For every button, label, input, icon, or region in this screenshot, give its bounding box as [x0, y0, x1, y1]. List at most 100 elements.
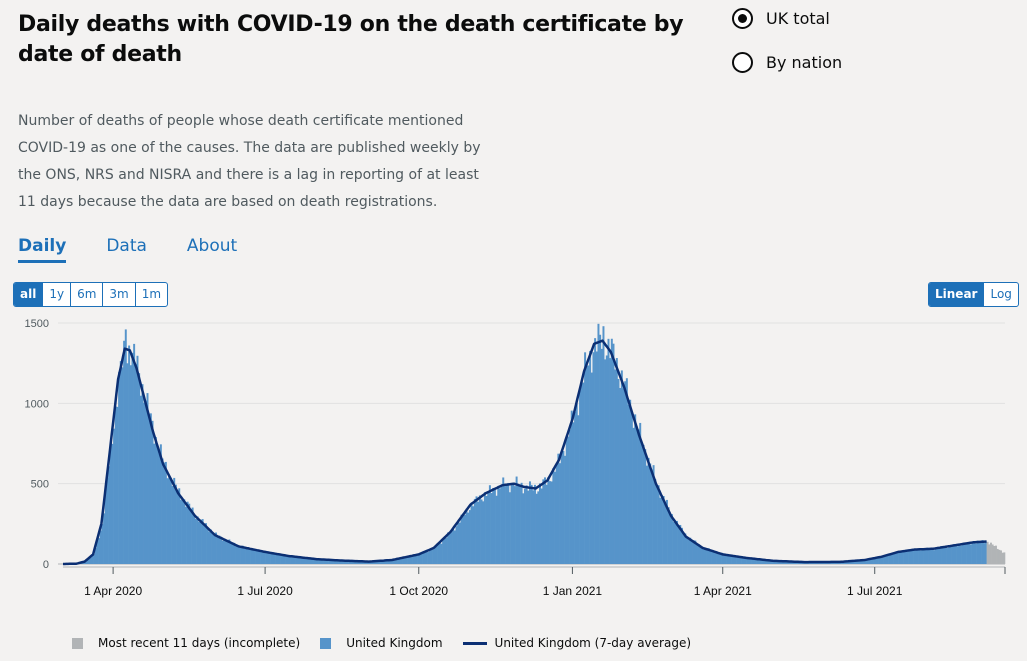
daily-bar	[772, 560, 775, 564]
daily-bar	[159, 444, 162, 564]
daily-bar	[751, 558, 754, 564]
daily-bar	[271, 553, 274, 564]
daily-bar	[463, 515, 466, 564]
daily-bar	[878, 557, 881, 564]
radio-uk-total[interactable]: UK total	[732, 5, 842, 31]
daily-bar	[721, 552, 724, 564]
daily-bar	[220, 536, 222, 564]
daily-bar	[605, 355, 608, 564]
daily-bar	[986, 541, 989, 564]
daily-bar	[572, 422, 575, 564]
radio-circle-selected[interactable]	[732, 7, 753, 29]
daily-bar	[774, 560, 777, 564]
range-3m-button[interactable]: 3m	[103, 283, 136, 306]
daily-bar	[498, 488, 501, 564]
daily-bar	[278, 554, 281, 564]
daily-bar	[161, 458, 164, 564]
radio-circle[interactable]	[732, 51, 753, 73]
area-selector: UK total By nation	[732, 5, 842, 93]
daily-bar	[560, 451, 563, 564]
daily-bar	[225, 540, 227, 564]
daily-bar	[742, 557, 745, 564]
daily-bar	[535, 493, 538, 564]
daily-bar	[345, 560, 348, 564]
daily-bar	[934, 548, 937, 564]
daily-bar	[886, 555, 889, 564]
daily-bar	[116, 406, 119, 564]
daily-bar	[908, 549, 911, 564]
daily-bar	[377, 561, 379, 564]
daily-bar	[595, 351, 598, 564]
range-1y-button[interactable]: 1y	[43, 283, 72, 306]
daily-bar	[407, 556, 410, 564]
daily-bar	[597, 323, 600, 564]
daily-bar	[253, 550, 256, 564]
daily-bar	[724, 554, 727, 564]
y-tick-label: 1000	[25, 398, 49, 410]
scale-log-button[interactable]: Log	[990, 287, 1012, 301]
daily-bar	[139, 395, 142, 564]
daily-bar	[944, 546, 947, 564]
range-6m-button[interactable]: 6m	[71, 283, 104, 306]
daily-bar	[984, 541, 987, 564]
daily-bar	[537, 491, 540, 564]
tab-about[interactable]: About	[186, 236, 238, 256]
daily-bar	[520, 482, 523, 564]
daily-bar	[848, 561, 850, 564]
tab-daily[interactable]: Daily	[18, 236, 67, 263]
radio-label: By nation	[766, 52, 843, 72]
daily-bar	[483, 492, 486, 564]
daily-bar	[929, 549, 932, 564]
daily-bar	[993, 545, 996, 564]
daily-bar	[235, 546, 238, 564]
scale-linear-button[interactable]: Linear	[929, 283, 985, 306]
daily-bar	[375, 561, 378, 564]
range-all-button[interactable]: all	[14, 283, 44, 306]
daily-bar	[300, 557, 303, 564]
daily-bar	[336, 560, 339, 564]
daily-bar	[460, 514, 463, 564]
daily-bar	[871, 558, 874, 564]
daily-bar	[924, 549, 927, 564]
daily-bar	[398, 558, 401, 564]
daily-bar	[108, 466, 111, 564]
legend-item-average: United Kingdom (7-day average)	[462, 636, 691, 650]
daily-bar	[346, 560, 349, 564]
daily-bar	[482, 501, 485, 564]
daily-bar	[470, 502, 473, 564]
daily-bar	[620, 370, 623, 564]
daily-bar	[485, 495, 488, 564]
daily-bar	[716, 551, 719, 564]
daily-bar	[923, 548, 926, 564]
tab-data[interactable]: Data	[106, 236, 147, 256]
daily-bar	[567, 436, 570, 564]
range-1m-button[interactable]: 1m	[141, 287, 162, 301]
daily-bar	[415, 554, 418, 564]
daily-bar	[777, 561, 780, 564]
daily-bar	[393, 559, 396, 564]
daily-bar	[179, 499, 182, 564]
radio-by-nation[interactable]: By nation	[732, 49, 842, 75]
daily-bar	[776, 560, 779, 564]
x-tick-label: 1 Jan 2021	[543, 584, 603, 598]
daily-bar	[315, 558, 318, 564]
daily-bar	[199, 519, 202, 564]
daily-bar	[111, 443, 114, 564]
daily-bar	[276, 554, 279, 564]
daily-bar	[208, 531, 211, 564]
daily-bar	[250, 549, 253, 564]
daily-bar	[263, 552, 266, 564]
daily-bar	[492, 487, 495, 564]
daily-bar	[213, 533, 216, 564]
daily-bar	[285, 555, 288, 564]
daily-bar	[1001, 552, 1004, 564]
daily-bar	[602, 326, 605, 564]
daily-bar	[729, 555, 732, 564]
daily-bar	[752, 558, 755, 564]
daily-bar	[340, 560, 343, 564]
daily-bar	[146, 393, 149, 564]
daily-bar	[508, 492, 511, 564]
daily-bar	[198, 522, 201, 564]
daily-bar	[417, 555, 420, 564]
daily-bar	[173, 477, 176, 564]
